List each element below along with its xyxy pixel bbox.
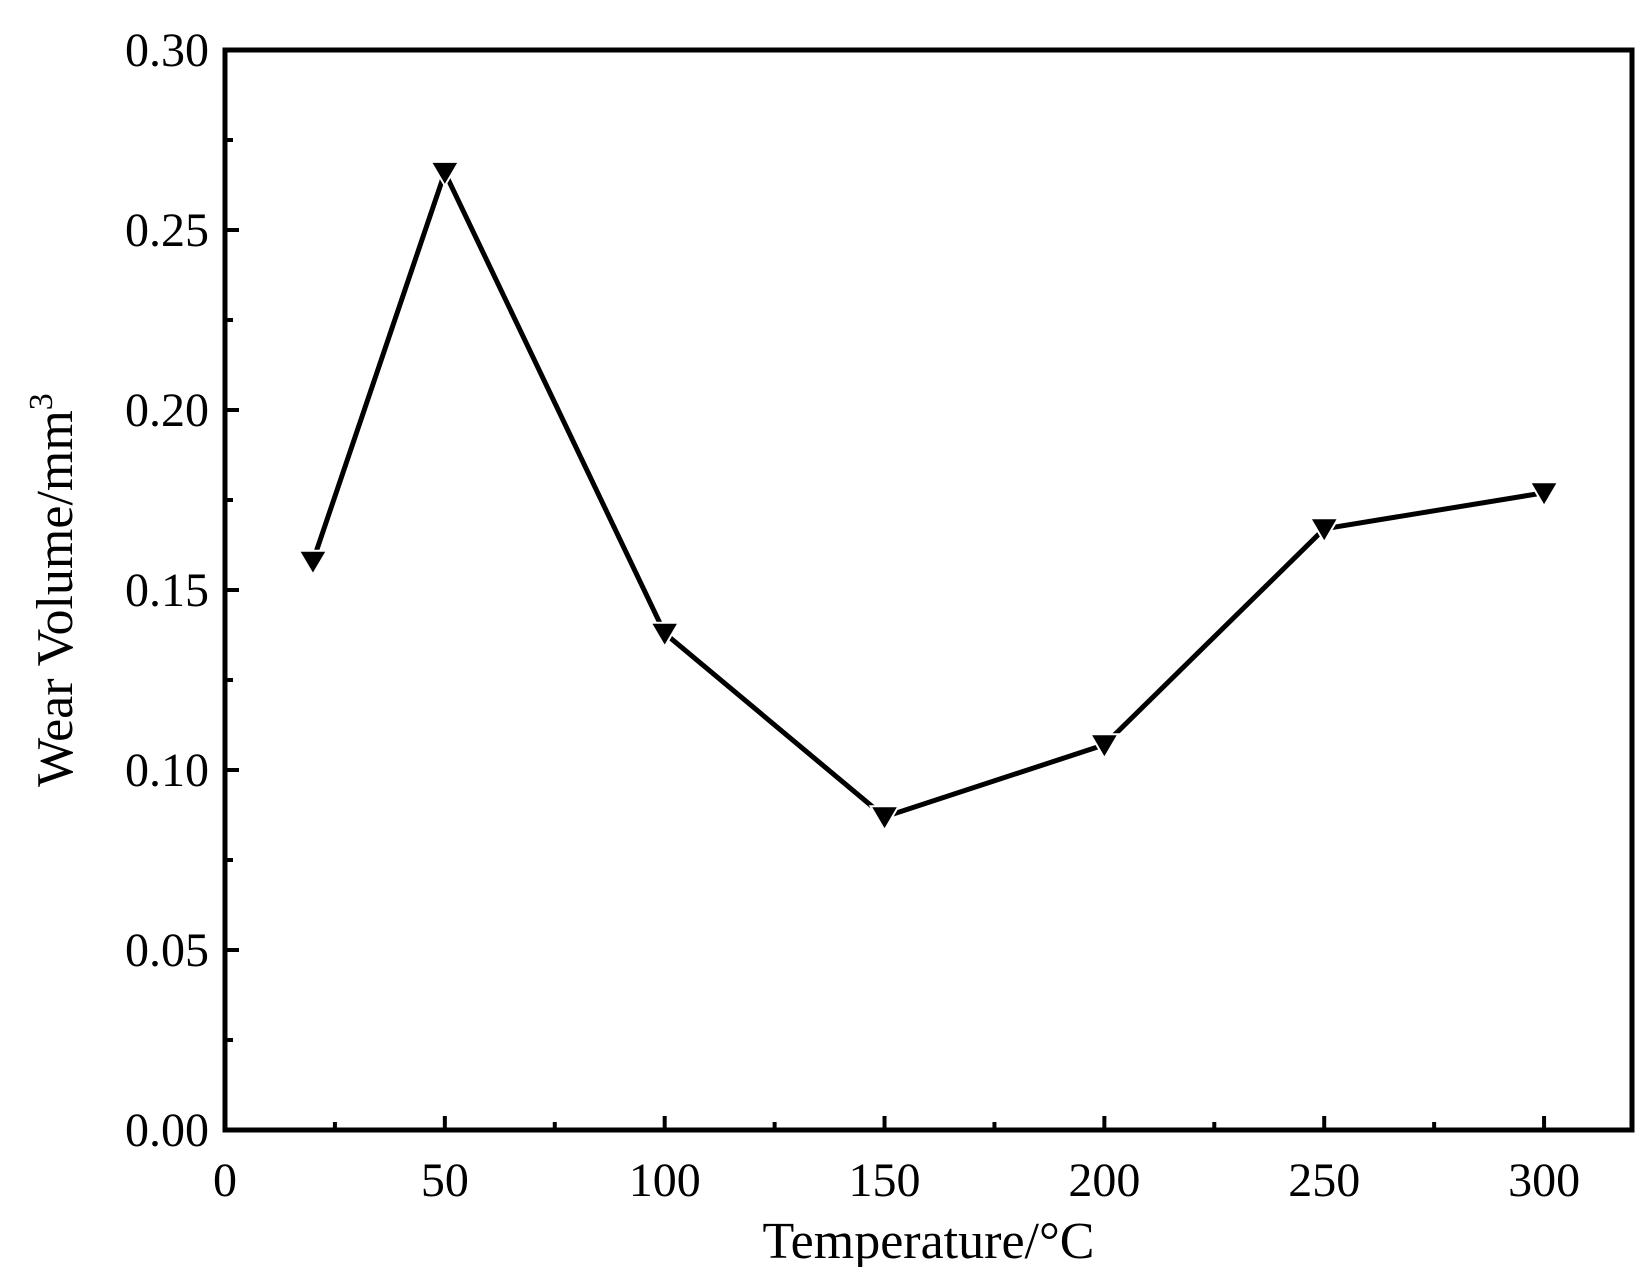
y-tick-label: 0.25 <box>125 204 209 257</box>
y-tick-label: 0.15 <box>125 564 209 617</box>
x-tick-label: 250 <box>1288 1154 1360 1207</box>
y-tick-label: 0.00 <box>125 1104 209 1157</box>
y-tick-label: 0.20 <box>125 384 209 437</box>
series-line <box>310 169 1545 820</box>
x-tick-label: 150 <box>849 1154 921 1207</box>
data-point-marker <box>297 549 329 577</box>
y-axis-title-text: Wear Volume/mm <box>27 410 84 787</box>
x-tick-label: 100 <box>629 1154 701 1207</box>
data-point-marker <box>868 805 901 833</box>
y-tick-label: 0.05 <box>125 924 209 977</box>
x-tick-label: 300 <box>1508 1154 1580 1207</box>
data-point-marker <box>1308 517 1340 545</box>
x-tick-label: 0 <box>213 1154 237 1207</box>
data-point-marker <box>1528 481 1560 509</box>
y-axis-title: Wear Volume/mm3 <box>23 393 84 787</box>
x-tick-label: 200 <box>1068 1154 1140 1207</box>
y-tick-label: 0.10 <box>125 744 209 797</box>
x-tick-label: 50 <box>421 1154 469 1207</box>
data-point-marker <box>648 621 681 649</box>
plot-frame <box>222 47 1635 1133</box>
x-axis-title: Temperature/°C <box>763 1213 1095 1267</box>
data-point-marker <box>1088 733 1121 761</box>
y-axis-title-superscript: 3 <box>23 393 60 410</box>
y-tick-label: 0.30 <box>125 24 209 77</box>
data-point-marker <box>429 160 461 188</box>
